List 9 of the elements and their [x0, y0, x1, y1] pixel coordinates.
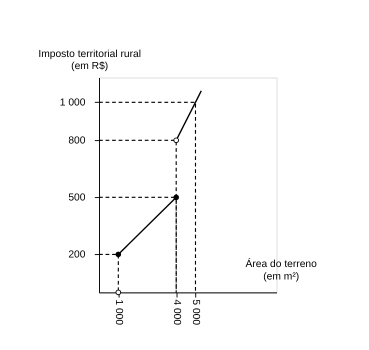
y-tick-label: 200 [68, 250, 86, 261]
x-axis-title: Área do terreno (em m²) [246, 258, 318, 282]
y-tick-label: 1 000 [60, 98, 86, 109]
y-axis-title: Imposto territorial rural (em R$) [38, 48, 142, 72]
x-tick-label: 4 000 [170, 299, 182, 326]
y-tick-label: 500 [68, 192, 86, 204]
x-tick-label: 5 000 [190, 299, 202, 326]
x-tick-label: 1 000 [112, 299, 124, 326]
y-tick-label: 800 [68, 136, 86, 147]
